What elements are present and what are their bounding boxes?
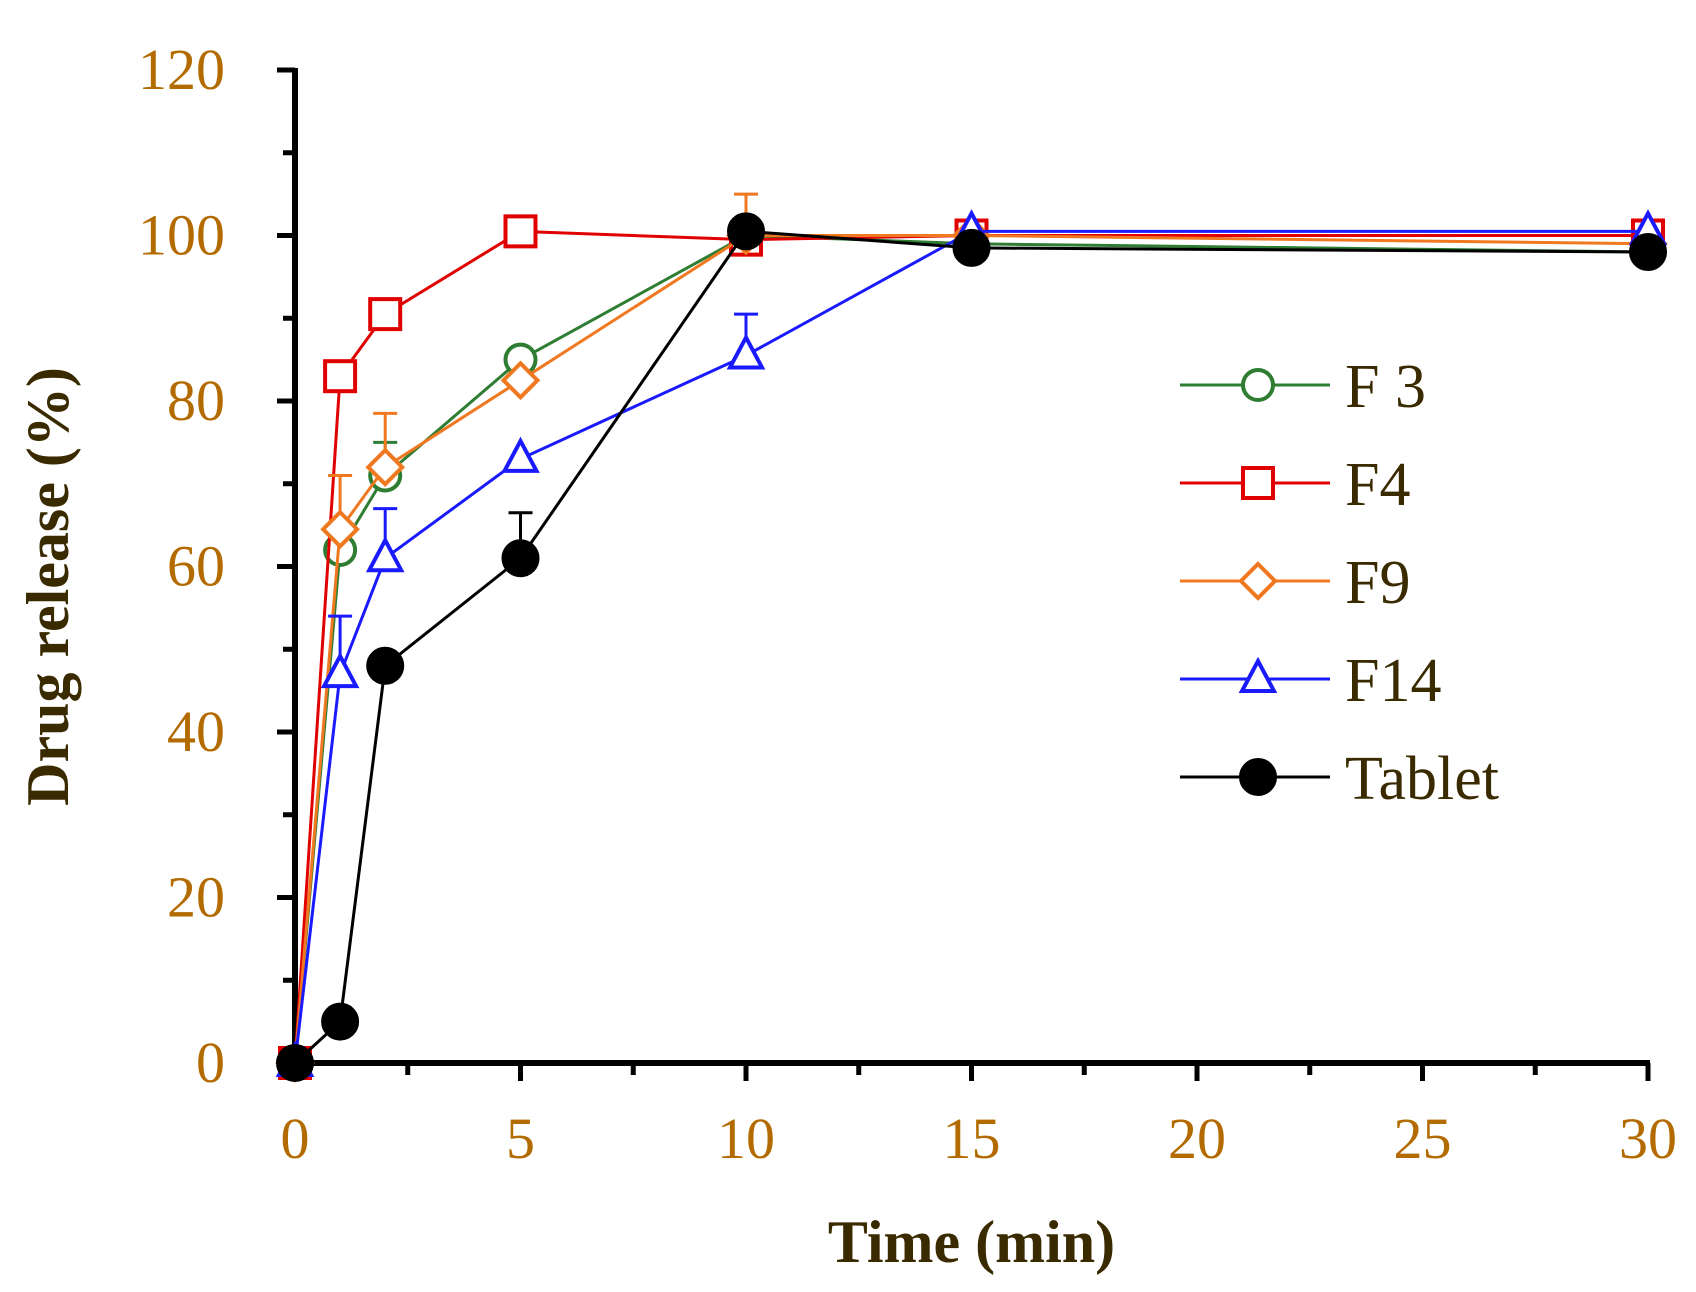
series-line bbox=[293, 229, 1648, 1064]
legend-label: Tablet bbox=[1345, 745, 1499, 813]
series-f4 bbox=[278, 214, 1665, 1080]
y-axis-title: Drug release (%) bbox=[15, 367, 81, 806]
legend-label: F14 bbox=[1345, 647, 1441, 715]
x-axis-ticks: 0 5 10 15 20 25 30 bbox=[281, 1063, 1677, 1171]
y-tick-label: 100 bbox=[138, 203, 225, 268]
data-point bbox=[365, 535, 405, 573]
data-point bbox=[503, 214, 538, 249]
data-point bbox=[276, 1044, 314, 1082]
series-f14 bbox=[275, 209, 1668, 1077]
data-point bbox=[501, 539, 540, 578]
legend-marker bbox=[1238, 561, 1278, 601]
series-line bbox=[293, 233, 1649, 1064]
series-line bbox=[293, 229, 1649, 1065]
series-line bbox=[293, 234, 1649, 1064]
legend-item-f4: F4 bbox=[1180, 451, 1410, 519]
data-point bbox=[366, 646, 405, 685]
legend-label: F9 bbox=[1345, 549, 1410, 617]
data-point bbox=[368, 297, 403, 332]
data-point bbox=[323, 359, 358, 394]
x-tick-label: 15 bbox=[943, 1106, 1001, 1171]
legend-marker bbox=[1238, 656, 1278, 693]
series-f9 bbox=[275, 192, 1668, 1083]
legend: F 3 F4 F9 F14 Tablet bbox=[1180, 353, 1499, 813]
data-point bbox=[320, 651, 360, 689]
data-point bbox=[726, 333, 766, 370]
legend-item-tablet: Tablet bbox=[1180, 745, 1499, 813]
series-tablet bbox=[276, 212, 1667, 1082]
legend-marker bbox=[1241, 368, 1275, 402]
legend-label: F 3 bbox=[1345, 353, 1426, 421]
y-tick-label: 20 bbox=[167, 865, 225, 930]
plot-area bbox=[275, 192, 1668, 1083]
legend-label: F4 bbox=[1345, 451, 1410, 519]
x-tick-label: 25 bbox=[1394, 1106, 1452, 1171]
y-tick-label: 40 bbox=[167, 699, 225, 764]
y-tick-label: 60 bbox=[167, 534, 225, 599]
y-axis-ticks: 0 20 40 60 80 100 120 bbox=[138, 37, 295, 1095]
x-tick-label: 10 bbox=[717, 1106, 775, 1171]
data-point bbox=[1629, 233, 1667, 272]
data-point bbox=[365, 447, 406, 488]
legend-item-f3: F 3 bbox=[1180, 353, 1426, 421]
data-point bbox=[321, 1002, 360, 1041]
data-point bbox=[500, 360, 541, 401]
legend-item-f14: F14 bbox=[1180, 647, 1441, 715]
x-tick-label: 20 bbox=[1168, 1106, 1226, 1171]
legend-marker bbox=[1239, 758, 1277, 796]
data-point bbox=[320, 509, 360, 550]
data-point bbox=[727, 212, 765, 251]
data-point bbox=[952, 228, 991, 267]
series-f3 bbox=[278, 218, 1665, 1080]
series-line bbox=[293, 229, 1648, 1064]
data-point bbox=[501, 436, 540, 473]
y-tick-label: 80 bbox=[167, 368, 225, 433]
x-tick-label: 5 bbox=[506, 1106, 535, 1171]
legend-item-f9: F9 bbox=[1180, 549, 1410, 617]
y-tick-label: 0 bbox=[196, 1030, 225, 1095]
x-tick-label: 30 bbox=[1619, 1106, 1677, 1171]
x-axis-title: Time (min) bbox=[828, 1209, 1115, 1275]
y-tick-label: 120 bbox=[138, 37, 225, 102]
legend-marker bbox=[1241, 466, 1275, 500]
x-tick-label: 0 bbox=[281, 1106, 310, 1171]
